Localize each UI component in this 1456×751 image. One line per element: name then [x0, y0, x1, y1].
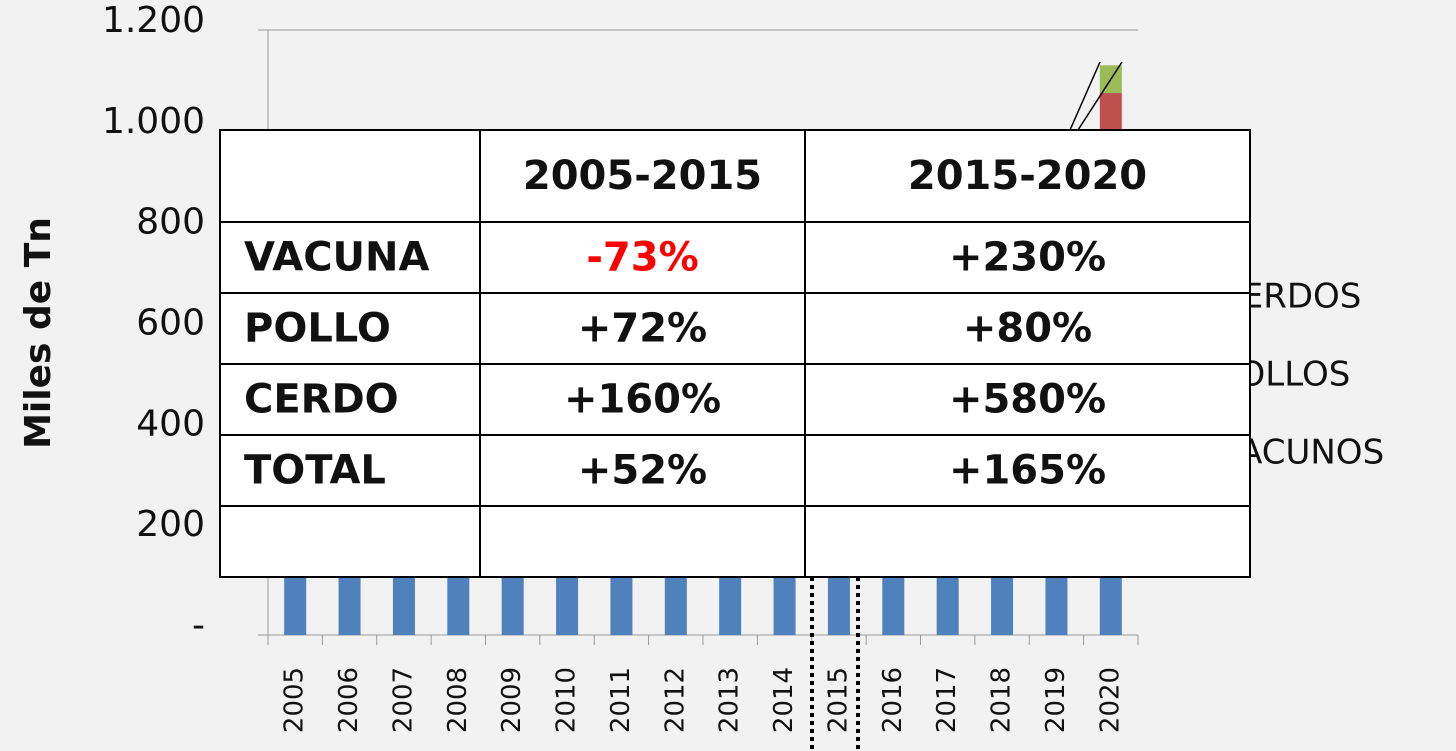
x-tick-label: 2019	[1041, 667, 1071, 733]
table-cell: VACUNA	[244, 235, 430, 281]
table-cell: +72%	[578, 306, 707, 352]
x-tick-label: 2016	[878, 667, 908, 733]
y-tick-label: -	[192, 605, 205, 646]
table-cell: CERDO	[244, 377, 399, 423]
table-cell: TOTAL	[244, 448, 386, 494]
x-tick-label: 2017	[932, 667, 962, 733]
table-cell: 2005-2015	[523, 153, 762, 199]
x-tick-label: 2013	[715, 667, 745, 733]
x-tick-label: 2011	[606, 667, 636, 733]
y-tick-label: 1.200	[102, 0, 205, 41]
x-tick-label: 2005	[280, 667, 310, 733]
table-cell: -73%	[586, 235, 698, 281]
table-cell: +52%	[578, 448, 707, 494]
x-tick-label: 2015	[823, 667, 853, 733]
table: 2005-2015 2015-2020 VACUNA -73% +230% POLLO +7…	[219, 129, 1251, 578]
y-tick-label: 400	[136, 403, 205, 444]
table-cell: +165%	[949, 448, 1106, 494]
table-cell: POLLO	[244, 306, 391, 352]
y-axis-label: Miles de Tn	[18, 217, 59, 449]
x-tick-label: 2009	[497, 667, 527, 733]
table-cell: +80%	[963, 306, 1092, 352]
y-tick-label: 800	[136, 202, 205, 243]
x-tick-label: 2012	[660, 667, 690, 733]
x-tick-label: 2020	[1095, 667, 1125, 733]
callout-line	[1069, 61, 1101, 131]
x-tick-label: 2008	[443, 667, 473, 733]
y-tick-label: 600	[136, 303, 205, 344]
x-tick-label: 2014	[769, 667, 799, 733]
table-cell: +160%	[564, 377, 721, 423]
y-tick-label: 200	[136, 504, 205, 545]
callout-line	[1077, 61, 1123, 131]
x-tick-label: 2006	[334, 667, 364, 733]
y-tick-label: 1.000	[102, 101, 205, 142]
table-cell: +230%	[949, 235, 1106, 281]
table-cell: +580%	[949, 377, 1106, 423]
x-tick-label: 2010	[552, 667, 582, 733]
x-tick-label: 2007	[388, 667, 418, 733]
x-tick-label: 2018	[987, 667, 1017, 733]
table-cell: 2015-2020	[908, 153, 1147, 199]
table-frame	[219, 129, 1251, 578]
